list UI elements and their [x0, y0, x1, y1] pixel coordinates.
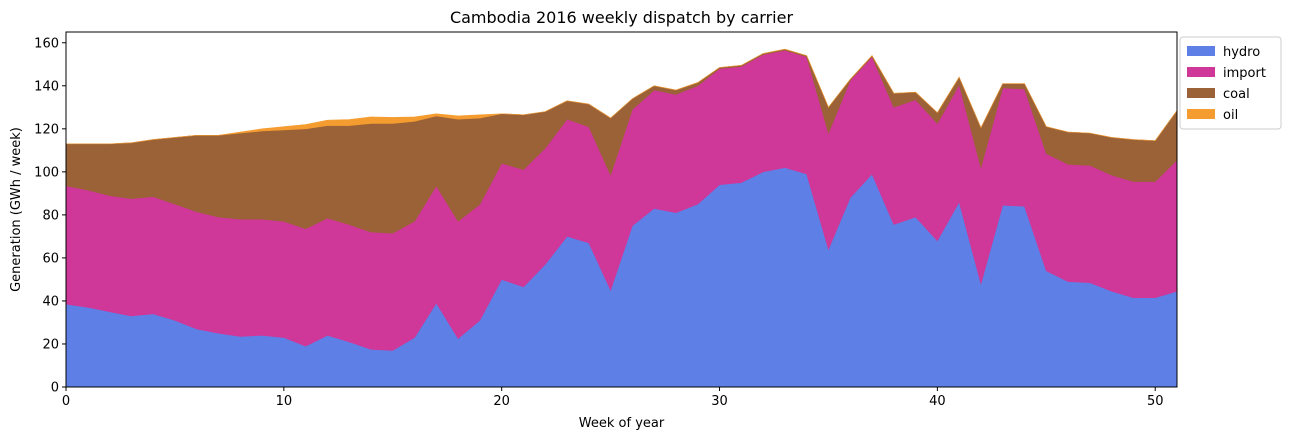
- x-tick-label: 0: [62, 394, 70, 409]
- legend-label-coal: coal: [1223, 87, 1250, 102]
- legend-swatch-import: [1187, 67, 1215, 77]
- area-layers: [65, 48, 1178, 388]
- y-tick-label: 100: [34, 165, 59, 180]
- y-tick-label: 160: [34, 36, 59, 51]
- legend-label-hydro: hydro: [1223, 45, 1260, 60]
- y-axis: 0 20 40 60 80 100 120 140 160: [34, 36, 66, 396]
- chart-title: Cambodia 2016 weekly dispatch by carrier: [450, 8, 794, 27]
- legend-swatch-coal: [1187, 88, 1215, 98]
- y-axis-title: Generation (GWh / week): [9, 127, 24, 292]
- x-axis-title: Week of year: [579, 416, 665, 431]
- legend-label-oil: oil: [1223, 108, 1238, 123]
- legend-box: [1179, 36, 1282, 130]
- x-tick-label: 40: [929, 394, 946, 409]
- plot-frame: [65, 31, 1178, 388]
- legend-swatch-hydro: [1187, 46, 1215, 56]
- y-tick-label: 120: [34, 122, 59, 137]
- x-tick-label: 10: [276, 394, 293, 409]
- x-tick-label: 30: [711, 394, 728, 409]
- x-tick-label: 20: [493, 394, 510, 409]
- y-tick-label: 140: [34, 79, 59, 94]
- legend: hydro import coal oil: [1179, 36, 1282, 130]
- x-tick-label: 50: [1147, 394, 1164, 409]
- x-axis: 0 10 20 30 40 50: [62, 387, 1164, 409]
- y-tick-label: 0: [51, 381, 59, 396]
- y-tick-label: 80: [42, 208, 59, 223]
- y-tick-label: 20: [42, 337, 59, 352]
- legend-label-import: import: [1223, 66, 1266, 81]
- y-tick-label: 60: [42, 251, 59, 266]
- legend-swatch-oil: [1187, 109, 1215, 119]
- y-tick-label: 40: [42, 294, 59, 309]
